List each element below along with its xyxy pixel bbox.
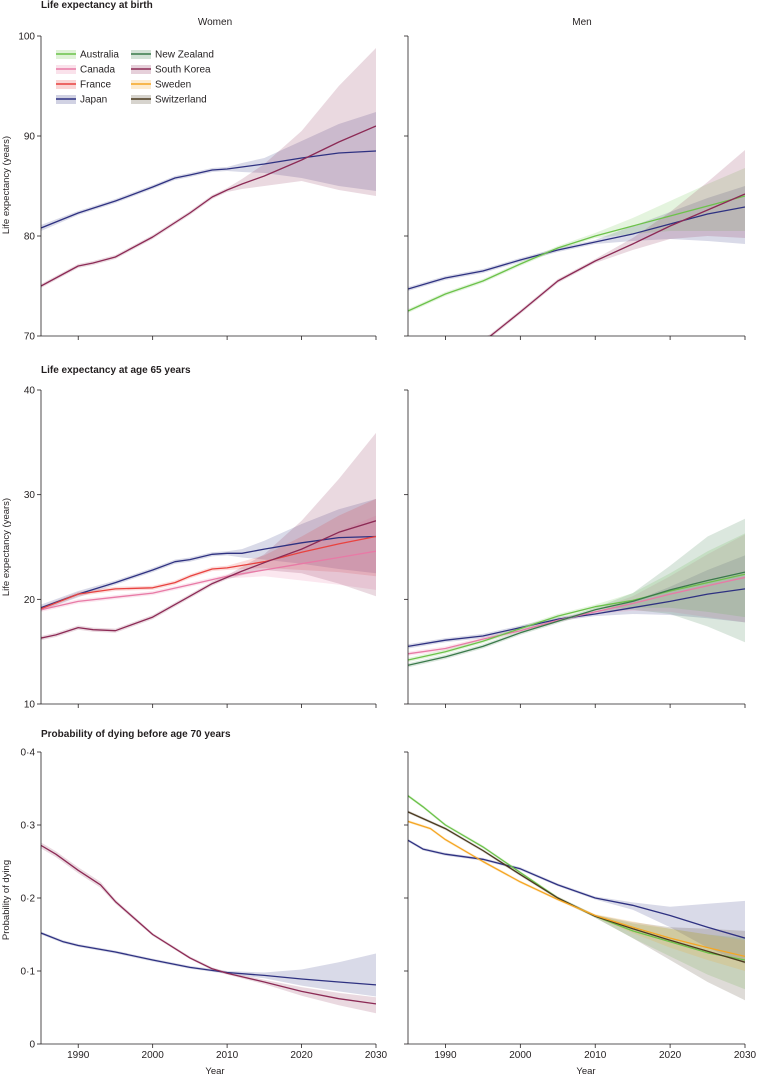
- legend-label: France: [80, 80, 112, 91]
- column-title-women: Women: [198, 17, 232, 28]
- x-tick-label: 2010: [584, 1050, 607, 1061]
- legend-label: South Korea: [155, 65, 211, 76]
- legend-label: Canada: [80, 65, 115, 76]
- legend-label: Switzerland: [155, 95, 207, 106]
- x-tick-label: 2020: [290, 1050, 313, 1061]
- legend-label: New Zealand: [155, 50, 214, 61]
- x-tick-label: 2000: [142, 1050, 165, 1061]
- series-line-sweden: [408, 820, 745, 958]
- series-line-south-korea: [41, 125, 376, 287]
- panel-pdie-men: 1990 2000 2010 2020 2030: [404, 751, 757, 1061]
- uncertainty-band-australia: [408, 794, 745, 990]
- legend: Australia Canada France Japan New Zealand Sou…: [56, 50, 214, 106]
- x-tick-label: 2030: [365, 1050, 388, 1061]
- y-tick-label: 20: [24, 595, 36, 606]
- section-title-pdie: Probability of dying before age 70 years: [41, 729, 231, 740]
- uncertainty-band-australia: [408, 533, 745, 663]
- panel-birth-women: 70 80 90 100: [18, 32, 377, 343]
- panel-pdie-women: 0 0·1 0·2 0·3 0·4 1990 2000 2010 2020 2030: [21, 748, 388, 1062]
- y-tick-label: 0·1: [21, 967, 36, 978]
- uncertainty-band-south-korea: [41, 48, 376, 288]
- legend-item-sweden: Sweden: [131, 80, 191, 91]
- y-tick-label: 10: [24, 700, 36, 711]
- legend-item-new-zealand: New Zealand: [131, 50, 214, 61]
- series-line-japan: [408, 206, 745, 290]
- x-axis-label-men: Year: [576, 1066, 595, 1076]
- x-tick-label: 2020: [659, 1050, 682, 1061]
- series-line-france: [41, 535, 376, 610]
- uncertainty-band-south-korea: [486, 150, 745, 336]
- uncertainty-band-switzerland: [408, 810, 745, 1001]
- panel-age65-men: [404, 389, 746, 708]
- series-line-south-korea: [41, 844, 376, 1005]
- y-tick-label: 0·4: [21, 748, 36, 759]
- legend-label: Australia: [80, 50, 119, 61]
- uncertainty-band-sweden: [408, 819, 745, 971]
- legend-item-switzerland: Switzerland: [131, 95, 207, 106]
- legend-item-canada: Canada: [56, 65, 115, 76]
- panel-birth-men: [404, 35, 746, 340]
- section-title-age65: Life expectancy at age 65 years: [41, 365, 191, 376]
- section-title-birth: Life expectancy at birth: [41, 0, 153, 11]
- uncertainty-band-japan: [408, 186, 745, 291]
- y-tick-label: 90: [24, 132, 36, 143]
- legend-label: Sweden: [155, 80, 191, 91]
- uncertainty-band-south-korea: [41, 842, 376, 1014]
- series-line-japan: [41, 535, 376, 609]
- series-line-canada: [41, 550, 376, 611]
- y-tick-label: 40: [24, 386, 36, 397]
- y-tick-label: 0·2: [21, 894, 36, 905]
- column-title-men: Men: [572, 17, 591, 28]
- series-line-japan: [41, 150, 376, 229]
- legend-item-australia: Australia: [56, 50, 119, 61]
- uncertainty-band-japan: [41, 931, 376, 997]
- uncertainty-band-france: [41, 498, 376, 611]
- plot-area: [408, 794, 745, 1001]
- y-tick-label: 70: [24, 332, 36, 343]
- x-tick-label: 1990: [67, 1050, 90, 1061]
- y-tick-label: 100: [18, 32, 35, 43]
- x-tick-label: 2010: [216, 1050, 239, 1061]
- x-tick-label: 2030: [734, 1050, 757, 1061]
- uncertainty-band-canada: [408, 534, 745, 656]
- y-axis-label-age65: Life expectancy (years): [1, 498, 12, 596]
- series-line-south-korea: [41, 520, 376, 639]
- uncertainty-band-japan: [408, 555, 745, 649]
- plot-area: [408, 150, 745, 336]
- uncertainty-band-australia: [408, 168, 745, 313]
- series-line-south-korea: [489, 193, 745, 336]
- plot-area: [41, 432, 376, 641]
- uncertainty-band-japan: [41, 112, 376, 231]
- x-tick-label: 1990: [434, 1050, 457, 1061]
- y-tick-label: 0: [29, 1040, 35, 1051]
- legend-item-south-korea: South Korea: [131, 65, 211, 76]
- series-line-australia: [408, 573, 745, 661]
- plot-area: [408, 518, 745, 668]
- y-tick-label: 30: [24, 490, 36, 501]
- panel-age65-women: 10 20 30 40: [24, 386, 377, 711]
- y-axis-label-birth: Life expectancy (years): [1, 136, 12, 234]
- y-axis-label-pdie: Probability of dying: [1, 860, 12, 940]
- legend-item-japan: Japan: [56, 95, 107, 106]
- x-axis-label-women: Year: [205, 1066, 224, 1076]
- series-line-australia: [408, 195, 745, 312]
- uncertainty-band-south-korea: [41, 432, 376, 641]
- y-tick-label: 0·3: [21, 821, 36, 832]
- plot-area: [41, 48, 376, 288]
- legend-item-france: France: [56, 80, 112, 91]
- x-tick-label: 2000: [509, 1050, 532, 1061]
- series-line-new-zealand: [408, 571, 745, 666]
- plot-area: [41, 842, 376, 1014]
- legend-label: Japan: [80, 95, 107, 106]
- y-tick-label: 80: [24, 232, 36, 243]
- series-line-japan: [41, 932, 376, 986]
- series-line-japan: [408, 839, 745, 939]
